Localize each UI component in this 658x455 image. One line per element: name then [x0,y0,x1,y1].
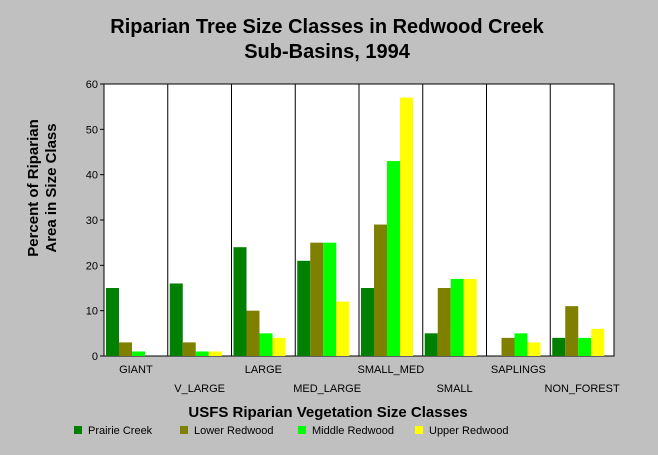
legend-label: Upper Redwood [429,425,509,437]
bar-prairie-creek [297,260,311,356]
category-label: SMALL [437,383,473,395]
bar-upper-redwood [527,342,541,356]
x-axis-title: USFS Riparian Vegetation Size Classes [188,404,467,421]
bar-middle-redwood [323,242,337,356]
bar-lower-redwood [119,342,132,356]
bar-prairie-creek [361,288,374,356]
bar-lower-redwood [182,342,196,356]
bar-upper-redwood [336,301,350,356]
bar-lower-redwood [565,306,579,356]
bar-prairie-creek [424,333,438,356]
category-label: LARGE [245,364,282,376]
bar-middle-redwood [450,278,464,356]
legend-swatch [298,426,306,434]
legend-label: Prairie Creek [88,425,153,437]
legend-swatch [415,426,423,434]
bar-upper-redwood [463,278,477,356]
category-label: NON_FOREST [545,383,620,395]
bar-lower-redwood [501,337,515,356]
y-tick-label: 20 [86,260,98,272]
bar-lower-redwood [374,224,387,356]
y-axis-title-line-2: Area in Size Class [43,123,60,252]
y-axis-title-line-1: Percent of Riparian [25,119,42,257]
legend-label: Middle Redwood [312,425,394,437]
category-label: GIANT [119,364,153,376]
bar-prairie-creek [106,288,119,356]
y-tick-label: 0 [92,351,98,363]
bar-upper-redwood [400,97,413,356]
y-tick-label: 60 [86,79,98,91]
bar-middle-redwood [387,161,400,356]
legend-swatch [180,426,188,434]
y-tick-label: 50 [86,124,98,136]
bar-middle-redwood [578,337,592,356]
bar-upper-redwood [272,337,286,356]
bar-prairie-creek [233,247,247,356]
bar-lower-redwood [437,288,451,356]
legend-swatch [74,426,82,434]
legend-label: Lower Redwood [194,425,274,437]
bar-upper-redwood [208,351,222,356]
bar-lower-redwood [246,310,260,356]
category-label: SMALL_MED [358,364,425,376]
chart-title-line-1: Riparian Tree Size Classes in Redwood Cr… [110,16,544,38]
bar-lower-redwood [310,242,324,356]
legend: Prairie Creek Lower Redwood Middle Redwood… [74,425,509,437]
chart-title-line-2: Sub-Basins, 1994 [244,41,411,63]
bar-middle-redwood [132,351,145,356]
bar-prairie-creek [169,283,183,356]
bar-prairie-creek [552,337,566,356]
category-label: MED_LARGE [293,383,361,395]
bar-upper-redwood [591,328,605,356]
bar-middle-redwood [514,333,528,356]
bar-middle-redwood [195,351,209,356]
y-tick-label: 10 [86,306,98,318]
y-tick-label: 40 [86,170,98,182]
plot-area: 0 10 20 30 40 50 60 GIANT V_LARGE LARGE MED_LARGE S… [86,79,620,395]
y-tick-label: 30 [86,215,98,227]
category-label: SAPLINGS [491,364,546,376]
bar-middle-redwood [259,333,273,356]
category-label: V_LARGE [174,383,225,395]
